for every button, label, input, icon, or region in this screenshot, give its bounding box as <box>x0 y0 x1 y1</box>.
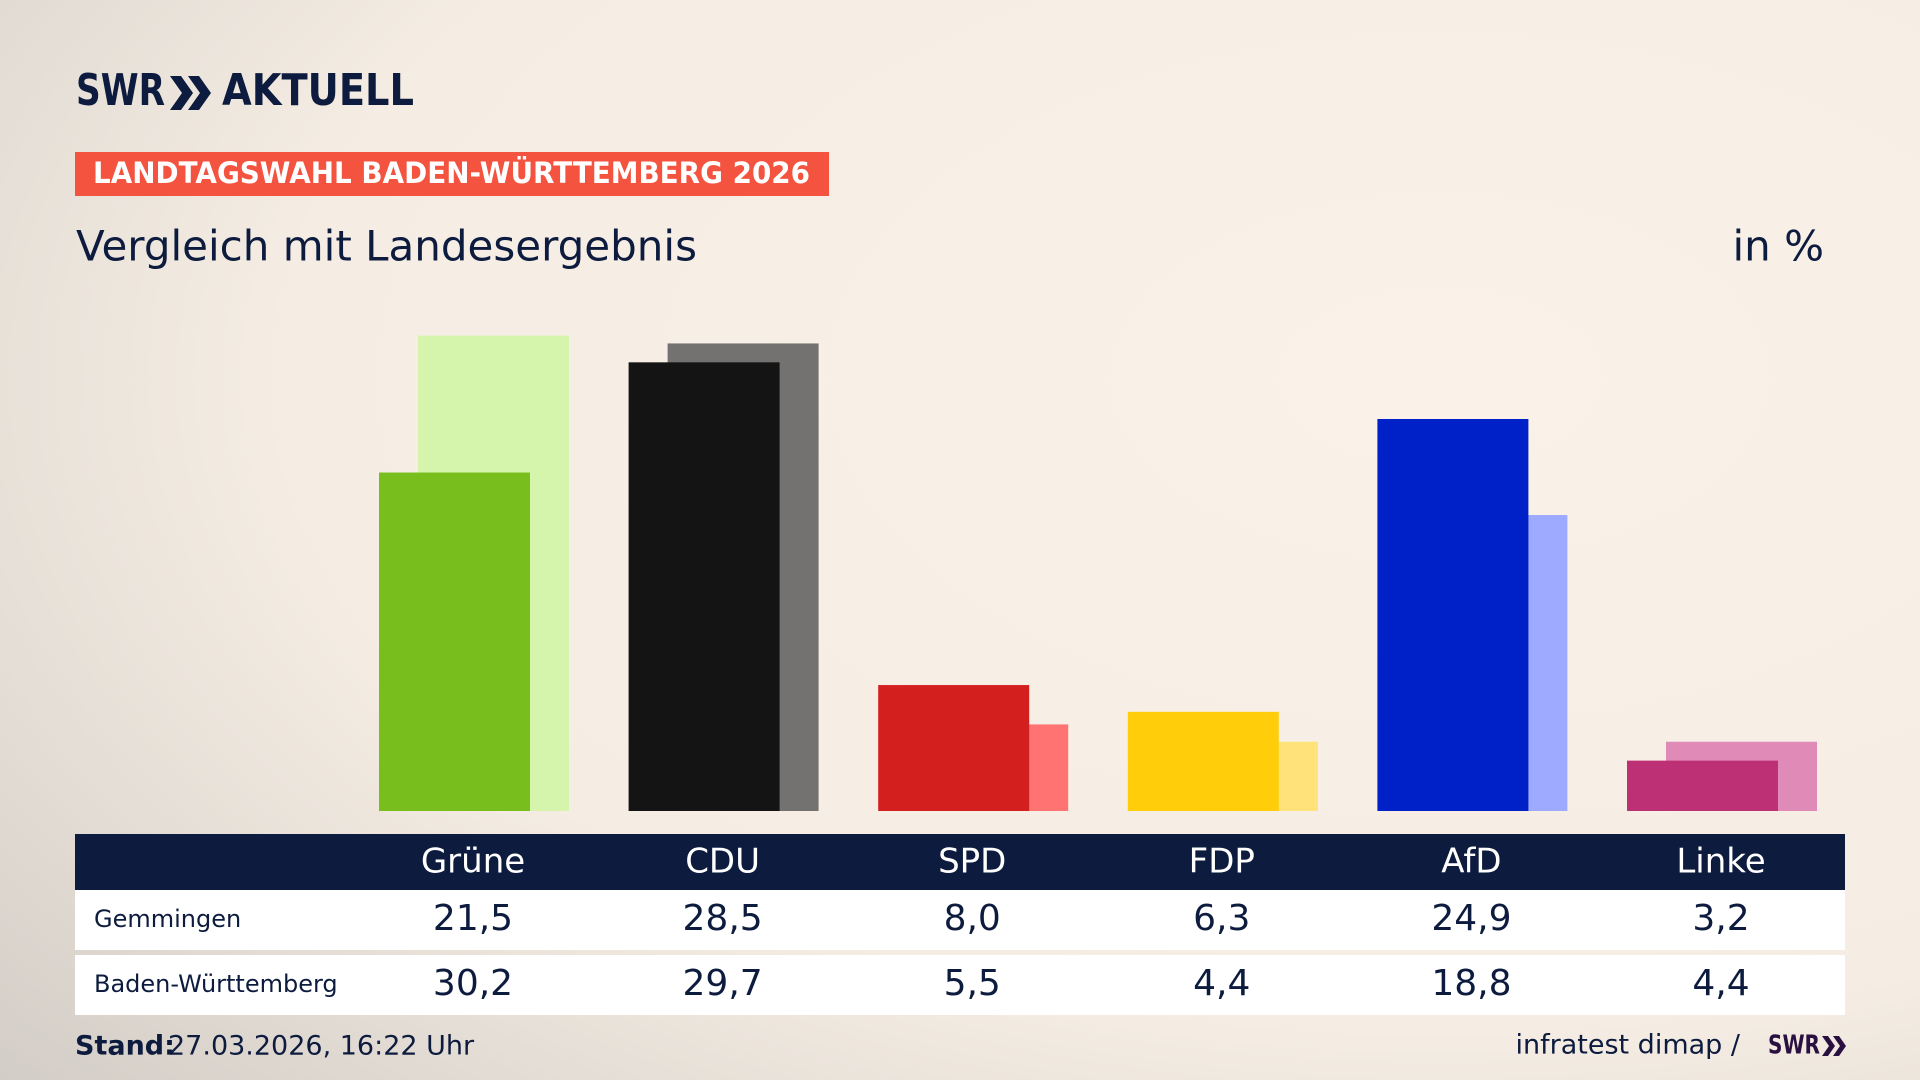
bar <box>878 685 1030 811</box>
table-row <box>75 890 1845 950</box>
table: Grüne CDU SPD FDP AfD Linke Gemmingen 21,5 28,5 8… <box>94 842 1766 1005</box>
row-label: Gemmingen <box>94 905 241 933</box>
brand-name: AKTUELL <box>222 65 414 116</box>
value-label: 29,7 <box>683 963 763 1004</box>
brand-logo: SWR <box>76 65 165 116</box>
column-header: Grüne <box>421 842 525 882</box>
bars <box>379 335 1817 811</box>
chart-title: LANDTAGSWAHL BADEN-WÜRTTEMBERG 2026 <box>93 156 810 190</box>
value-label: 5,5 <box>944 963 1001 1004</box>
stand-label: Stand: <box>75 1031 175 1062</box>
value-label: 18,8 <box>1431 963 1511 1004</box>
column-header: AfD <box>1441 842 1501 882</box>
source-chevrons <box>1822 1036 1846 1056</box>
column-header: CDU <box>685 842 760 882</box>
unit-label: in % <box>1732 222 1824 271</box>
value-label: 30,2 <box>433 963 513 1004</box>
value-label: 4,4 <box>1193 963 1250 1004</box>
source: infratest dimap / <box>1515 1030 1740 1061</box>
table-row <box>75 955 1845 1015</box>
value-label: 8,0 <box>944 898 1001 939</box>
bar <box>379 472 530 811</box>
bar <box>628 362 780 811</box>
value-label: 21,5 <box>433 898 513 939</box>
column-header: SPD <box>938 842 1006 882</box>
bar <box>1377 419 1529 811</box>
column-header: FDP <box>1189 842 1255 882</box>
column-header: Linke <box>1676 842 1765 882</box>
bar <box>1627 760 1778 811</box>
value-label: 28,5 <box>683 898 763 939</box>
stand: 27.03.2026, 16:22 Uhr <box>168 1031 475 1062</box>
value-label: 24,9 <box>1431 898 1511 939</box>
value-label: 3,2 <box>1692 898 1749 939</box>
chart-subtitle: Vergleich mit Landesergebnis <box>76 222 697 271</box>
row-label: Baden-Württemberg <box>94 970 338 998</box>
source-logo: SWR <box>1768 1031 1820 1061</box>
brand-chevrons <box>170 76 211 110</box>
table-header <box>75 834 1845 890</box>
value-label: 4,4 <box>1692 963 1749 1004</box>
bar <box>1127 711 1279 811</box>
title-banner <box>75 152 829 196</box>
value-label: 6,3 <box>1193 898 1250 939</box>
